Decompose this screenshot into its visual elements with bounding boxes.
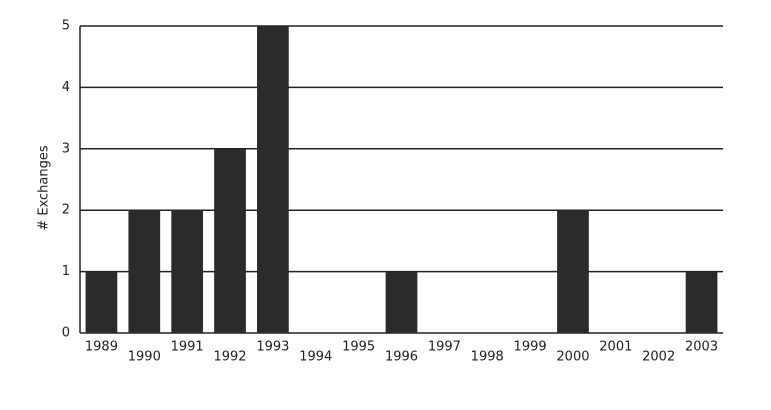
y-tick-label: 4 [62, 80, 70, 95]
x-tick-label: 2001 [599, 340, 632, 355]
y-tick-label: 3 [62, 141, 70, 156]
y-tick-label: 1 [62, 264, 70, 279]
y-axis-label: # Exchanges [37, 145, 52, 231]
x-tick-label: 1997 [428, 340, 461, 355]
x-tick-label: 1989 [85, 340, 118, 355]
x-tick-label: 1994 [299, 350, 332, 365]
x-tick-label: 2002 [642, 350, 675, 365]
y-tick-label: 5 [62, 19, 70, 34]
y-tick-label: 2 [62, 203, 70, 218]
bar [257, 26, 289, 333]
bar [85, 271, 118, 333]
bar [685, 271, 718, 333]
x-tick-label: 1995 [342, 340, 375, 355]
x-tick-label: 1993 [256, 340, 289, 355]
x-tick-label: 1990 [128, 350, 161, 365]
bar [385, 271, 418, 333]
bar [214, 148, 246, 333]
x-tick-label: 1991 [171, 340, 204, 355]
x-tick-label: 2000 [556, 350, 589, 365]
bar [128, 210, 161, 333]
x-tick-label: 2003 [685, 340, 718, 355]
y-tick-label: 0 [62, 326, 70, 341]
x-tick-label: 1998 [471, 350, 504, 365]
bar [557, 210, 589, 333]
x-tick-label: 1999 [514, 340, 547, 355]
x-tick-label: 1992 [213, 350, 246, 365]
x-tick-label: 1996 [385, 350, 418, 365]
bar [171, 210, 204, 333]
